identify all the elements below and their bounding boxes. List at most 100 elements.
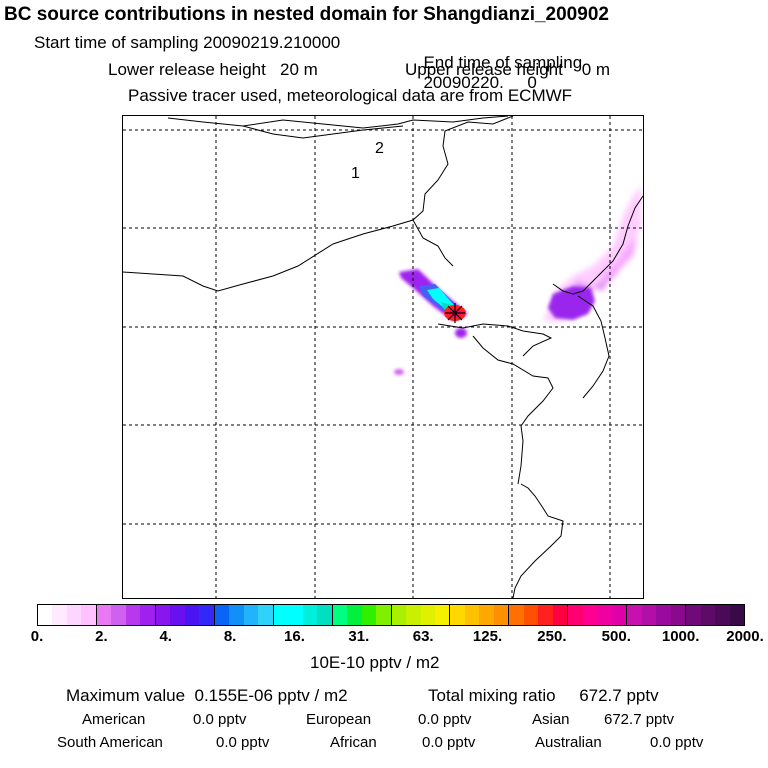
colorbar-tick-label: 31. bbox=[348, 628, 370, 645]
start-time-value: 20090219.210000 bbox=[203, 33, 341, 52]
colorbar-swatch bbox=[229, 605, 244, 625]
region-name-european: European bbox=[306, 711, 372, 728]
region-value-asian: 672.7 pptv bbox=[604, 711, 675, 728]
colorbar-swatch bbox=[302, 605, 318, 625]
colorbar-tick-label: 8. bbox=[223, 628, 237, 645]
colorbar-segment bbox=[391, 605, 451, 625]
concentration-plume-northeast bbox=[543, 186, 641, 321]
total-mixing-ratio-row: Total mixing ratio 672.7 pptv bbox=[428, 686, 659, 706]
region-label-1: 1 bbox=[351, 165, 360, 182]
colorbar-tick-label: 500. bbox=[601, 628, 631, 645]
colorbar-swatch bbox=[111, 605, 126, 625]
colorbar-swatch bbox=[450, 605, 465, 625]
colorbar-segment bbox=[568, 605, 628, 625]
region-value-australian: 0.0 pptv bbox=[650, 734, 704, 751]
colorbar-swatch bbox=[582, 605, 598, 625]
colorbar-swatch bbox=[361, 605, 377, 625]
colorbar-segment bbox=[96, 605, 156, 625]
colorbar-swatch bbox=[434, 605, 450, 625]
colorbar-swatch bbox=[347, 605, 362, 625]
colorbar-tick-label: 63. bbox=[412, 628, 434, 645]
colorbar-swatch bbox=[391, 605, 407, 625]
colorbar-swatch bbox=[568, 605, 583, 625]
colorbar-swatch bbox=[406, 605, 421, 625]
colorbar-swatch bbox=[258, 605, 273, 625]
colorbar-swatch bbox=[523, 605, 539, 625]
colorbar-swatch bbox=[552, 605, 568, 625]
colorbar-segment bbox=[686, 605, 745, 625]
colorbar-swatch bbox=[214, 605, 230, 625]
lower-release-row: Lower release height 20 m bbox=[108, 60, 318, 80]
colorbar-swatch bbox=[273, 605, 289, 625]
colorbar-swatch bbox=[376, 605, 391, 625]
colorbar-swatch bbox=[479, 605, 494, 625]
region-name-australian: Australian bbox=[535, 734, 602, 751]
colorbar-swatch bbox=[170, 605, 185, 625]
colorbar-segment bbox=[450, 605, 510, 625]
colorbar-swatch bbox=[464, 605, 480, 625]
end-time-row: End time of sampling 20090220. 0 bbox=[414, 33, 582, 93]
colorbar-segment bbox=[214, 605, 274, 625]
upper-release-row: Upper release height 0 m bbox=[405, 60, 610, 80]
receptor-star-marker bbox=[445, 303, 465, 323]
concentration-plume-receptor bbox=[394, 269, 468, 375]
maximum-value: 0.155E-06 pptv / m2 bbox=[194, 686, 348, 705]
region-value-american: 0.0 pptv bbox=[193, 711, 247, 728]
colorbar-swatch bbox=[493, 605, 509, 625]
colorbar-tick-label: 16. bbox=[284, 628, 305, 645]
colorbar-swatch bbox=[332, 605, 348, 625]
colorbar-swatch bbox=[288, 605, 303, 625]
upper-release-value: 0 m bbox=[581, 60, 611, 79]
region-name-south-american: South American bbox=[57, 734, 163, 751]
colorbar-swatch bbox=[52, 605, 67, 625]
colorbar-swatch bbox=[641, 605, 657, 625]
colorbar-swatch bbox=[611, 605, 627, 625]
passive-tracer-note: Passive tracer used, meteorological data… bbox=[128, 86, 573, 105]
coastlines-borders bbox=[122, 115, 644, 599]
colorbar-swatch bbox=[597, 605, 612, 625]
colorbar-segment bbox=[509, 605, 569, 625]
colorbar-tick-label: 1000. bbox=[661, 628, 700, 645]
maximum-value-label: Maximum value bbox=[66, 686, 186, 705]
start-time-row: Start time of sampling 20090219.210000 bbox=[34, 33, 340, 53]
colorbar-swatch bbox=[243, 605, 259, 625]
colorbar-swatch bbox=[96, 605, 112, 625]
lat-lon-grid bbox=[123, 116, 643, 598]
colorbar-swatch bbox=[199, 605, 214, 625]
colorbar-segment bbox=[273, 605, 333, 625]
colorbar-segment bbox=[155, 605, 215, 625]
map-panel: 1 2 bbox=[122, 115, 644, 599]
colorbar-swatch bbox=[125, 605, 141, 625]
colorbar-swatch bbox=[81, 605, 96, 625]
colorbar-unit: 10E-10 pptv / m2 bbox=[310, 653, 440, 672]
colorbar-swatch bbox=[656, 605, 671, 625]
colorbar-swatch bbox=[700, 605, 716, 625]
colorbar-segment bbox=[627, 605, 687, 625]
lower-release-value: 20 m bbox=[280, 60, 318, 79]
colorbar-tick-label: 2000. bbox=[726, 628, 764, 645]
end-time-label: End time of sampling bbox=[423, 53, 583, 72]
colorbar-swatch bbox=[670, 605, 686, 625]
colorbar-swatch bbox=[184, 605, 200, 625]
map-svg: 1 2 bbox=[122, 115, 644, 599]
colorbar-swatch bbox=[715, 605, 730, 625]
colorbar-segment bbox=[38, 605, 97, 625]
region-value-european: 0.0 pptv bbox=[418, 711, 472, 728]
colorbar-swatch bbox=[66, 605, 82, 625]
colorbar-tick-label: 125. bbox=[472, 628, 503, 645]
total-mixing-ratio-label: Total mixing ratio bbox=[428, 686, 556, 705]
lower-release-label: Lower release height bbox=[108, 60, 266, 79]
region-name-african: African bbox=[330, 734, 377, 751]
colorbar-swatch bbox=[509, 605, 524, 625]
region-name-american: American bbox=[82, 711, 146, 728]
region-label-2: 2 bbox=[375, 140, 384, 157]
colorbar-swatch bbox=[627, 605, 642, 625]
colorbar bbox=[37, 604, 745, 626]
colorbar-swatch bbox=[38, 605, 53, 625]
colorbar-swatch bbox=[686, 605, 701, 625]
colorbar-swatch bbox=[538, 605, 553, 625]
colorbar-swatch bbox=[420, 605, 435, 625]
maximum-value-row: Maximum value 0.155E-06 pptv / m2 bbox=[66, 686, 348, 706]
upper-release-label: Upper release height bbox=[405, 60, 563, 79]
colorbar-swatch bbox=[140, 605, 155, 625]
